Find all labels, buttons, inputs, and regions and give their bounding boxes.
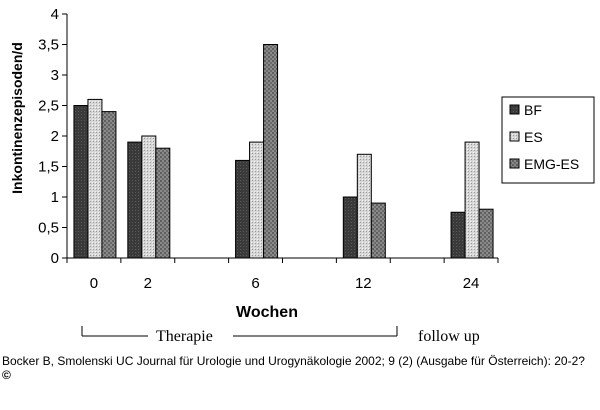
legend-swatch-bf bbox=[509, 104, 520, 115]
y-tick-label: 3 bbox=[51, 67, 59, 84]
y-tick-label: 1,5 bbox=[38, 159, 59, 176]
x-axis-label: Wochen bbox=[236, 304, 298, 321]
legend-label-es: ES bbox=[524, 129, 543, 145]
x-tick-label: 6 bbox=[251, 275, 259, 292]
bar-emg-es-week-2 bbox=[155, 147, 171, 259]
bars bbox=[73, 44, 494, 259]
y-tick-label: 2 bbox=[51, 128, 59, 145]
bar-emg-es-week-6 bbox=[263, 44, 279, 259]
bar-es-week-6 bbox=[249, 141, 265, 259]
bar-bf-week-12 bbox=[342, 196, 358, 259]
chart-svg: 0 0,5 1 1,5 2 2,5 3 3,5 4 0 2 6 12 24 Inkontinenzepi… bbox=[9, 6, 595, 345]
legend: BF ES EMG-ES bbox=[501, 96, 595, 184]
period-annotation: Therapie follow up bbox=[81, 326, 480, 345]
copyright-symbol: © bbox=[2, 368, 11, 382]
legend-label-emg-es: EMG-ES bbox=[524, 156, 579, 172]
bar-bf-week-2 bbox=[127, 141, 143, 259]
bar-es-week-12 bbox=[356, 153, 372, 259]
y-tick-label: 0 bbox=[51, 250, 59, 267]
y-axis: 0 0,5 1 1,5 2 2,5 3 3,5 4 bbox=[38, 6, 68, 267]
y-tick-label: 2,5 bbox=[38, 98, 59, 115]
y-axis-label: Inkontinenzepisoden/d bbox=[9, 42, 25, 194]
bar-emg-es-week-24 bbox=[478, 208, 494, 259]
legend-swatch-emg-es bbox=[509, 158, 520, 169]
x-axis: 0 2 6 12 24 bbox=[66, 257, 499, 292]
x-tick-label: 12 bbox=[355, 275, 372, 292]
bar-bf-week-6 bbox=[235, 159, 251, 259]
x-tick-label: 24 bbox=[463, 275, 480, 292]
bar-emg-es-week-0 bbox=[101, 111, 117, 259]
bar-emg-es-week-12 bbox=[370, 202, 386, 259]
bar-es-week-2 bbox=[141, 135, 157, 259]
bar-bf-week-0 bbox=[73, 105, 89, 259]
citation-text: Bocker B, Smolenski UC Journal für Urolo… bbox=[2, 354, 585, 368]
bar-es-week-0 bbox=[87, 98, 103, 259]
y-tick-label: 4 bbox=[51, 6, 59, 23]
followup-label: follow up bbox=[418, 328, 480, 345]
legend-label-bf: BF bbox=[524, 102, 542, 118]
y-tick-label: 1 bbox=[51, 189, 59, 206]
bar-bf-week-24 bbox=[450, 211, 466, 259]
y-tick-label: 3,5 bbox=[38, 37, 59, 54]
legend-swatch-es bbox=[509, 131, 520, 142]
bar-es-week-24 bbox=[464, 141, 480, 259]
x-tick-label: 0 bbox=[90, 275, 98, 292]
therapy-label: Therapie bbox=[156, 328, 213, 345]
y-tick-label: 0,5 bbox=[38, 220, 59, 237]
legend-items: BF ES EMG-ES bbox=[509, 102, 579, 172]
x-tick-label: 2 bbox=[144, 275, 152, 292]
